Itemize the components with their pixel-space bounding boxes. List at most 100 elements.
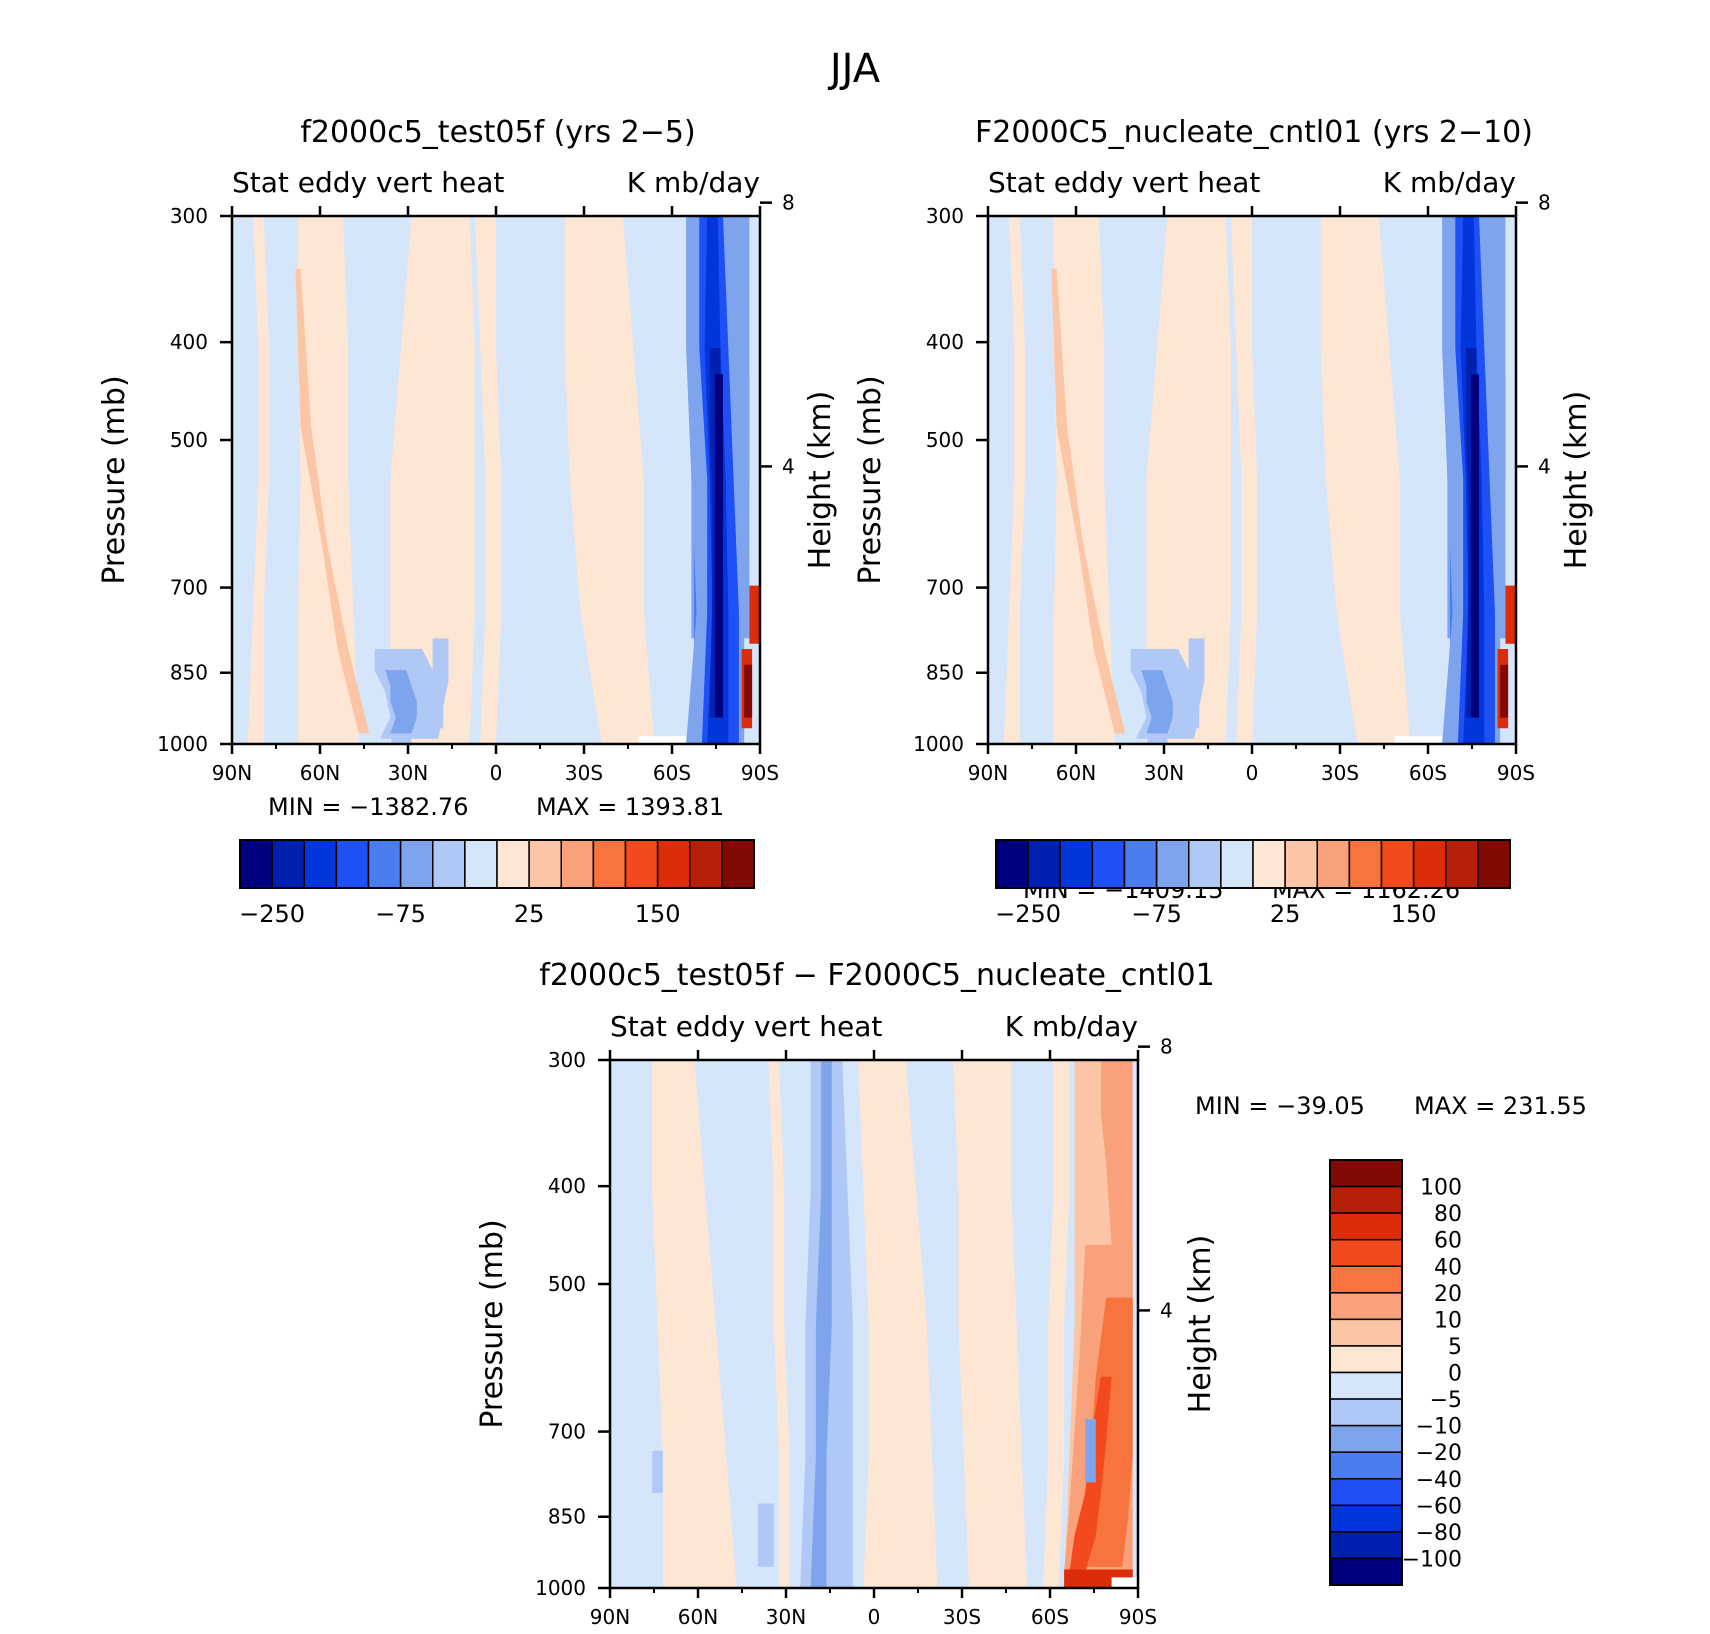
colorbar-cell xyxy=(496,839,530,889)
colorbar-cell xyxy=(1220,839,1254,889)
x-tick-label: 30N xyxy=(388,761,428,785)
colorbar-cell xyxy=(1329,1212,1403,1241)
colorbar-label: 25 xyxy=(514,900,545,928)
x-tick-label: 30N xyxy=(1144,761,1184,785)
colorbar-cell xyxy=(689,839,723,889)
contour-region xyxy=(810,1060,832,1588)
contour-region xyxy=(858,1060,938,1588)
contour-region xyxy=(1101,1060,1133,1324)
colorbar-cell xyxy=(1329,1292,1403,1321)
left-string: Stat eddy vert heat xyxy=(232,166,504,199)
y-tick-label: 700 xyxy=(548,1420,586,1444)
colorbar-label: 80 xyxy=(1434,1202,1462,1227)
colorbar-cell xyxy=(1329,1398,1403,1427)
contour-region xyxy=(1162,216,1231,744)
right-string: K mb/day xyxy=(1383,166,1516,199)
y-tick-label: 400 xyxy=(170,330,208,354)
y-tick-label: 400 xyxy=(926,330,964,354)
contour-region xyxy=(1471,374,1479,718)
y-tick-label: 1000 xyxy=(913,732,964,756)
colorbar-label: −10 xyxy=(1416,1415,1462,1440)
colorbar-label: −75 xyxy=(375,900,426,928)
y-tick-label: 1000 xyxy=(157,732,208,756)
x-tick-label: 60N xyxy=(300,761,340,785)
x-tick-label: 90S xyxy=(1119,1605,1157,1629)
colorbar-cell xyxy=(1329,1159,1403,1188)
colorbar-cell xyxy=(1329,1185,1403,1214)
contour-region xyxy=(295,268,370,734)
right-string: K mb/day xyxy=(1005,1010,1138,1043)
colorbar-cell xyxy=(1329,1424,1403,1453)
x-tick-label: 90N xyxy=(212,761,252,785)
x-tick-label: 60S xyxy=(653,761,691,785)
y2-axis-label: Height (km) xyxy=(1559,391,1594,570)
x-tick-label: 30S xyxy=(565,761,603,785)
y-tick-label: 300 xyxy=(170,204,208,228)
colorbar-cell xyxy=(1329,1531,1403,1560)
y2-tick-label: 4 xyxy=(1538,454,1551,478)
colorbar-label: 150 xyxy=(1391,900,1437,928)
y-tick-label: 700 xyxy=(170,576,208,600)
colorbar-label: −250 xyxy=(239,900,305,928)
panel-title: f2000c5_test05f − F2000C5_nucleate_cntl0… xyxy=(539,958,1214,993)
colorbar-cell xyxy=(1329,1345,1403,1374)
contour-region xyxy=(715,374,723,718)
colorbar-cell xyxy=(1059,839,1094,889)
colorbar-cell xyxy=(303,839,338,889)
panel-title: f2000c5_test05f (yrs 2−5) xyxy=(300,115,695,150)
left-string: Stat eddy vert heat xyxy=(988,166,1260,199)
x-tick-label: 90S xyxy=(741,761,779,785)
contour-region xyxy=(652,1060,737,1588)
colorbar-cell xyxy=(528,839,562,889)
colorbar-cell xyxy=(1329,1238,1403,1267)
x-tick-label: 60N xyxy=(678,1605,718,1629)
right-string: K mb/day xyxy=(627,166,760,199)
contour-region xyxy=(652,1450,663,1493)
y2-tick-label: 8 xyxy=(1538,191,1551,215)
colorbar-cell xyxy=(1316,839,1351,889)
colorbar-label: −80 xyxy=(1416,1521,1462,1546)
y-tick-label: 300 xyxy=(926,204,964,228)
contour-region xyxy=(1394,736,1443,744)
colorbar-cell xyxy=(592,839,627,889)
colorbar-cell xyxy=(624,839,659,889)
x-tick-label: 60N xyxy=(1056,761,1096,785)
y-axis-label: Pressure (mb) xyxy=(853,375,888,584)
colorbar-cell xyxy=(1155,839,1190,889)
contour-region xyxy=(953,1060,1028,1588)
contour-region xyxy=(406,216,475,744)
colorbar-cell xyxy=(1091,839,1126,889)
y2-tick-label: 8 xyxy=(782,191,795,215)
colorbar-label: 20 xyxy=(1434,1282,1462,1307)
colorbar-label: 60 xyxy=(1434,1229,1462,1254)
contour-region xyxy=(1067,216,1115,744)
colorbar-cell xyxy=(1329,1478,1403,1507)
colorbar-cell xyxy=(721,839,755,889)
y2-tick-label: 4 xyxy=(782,454,795,478)
y-tick-label: 500 xyxy=(548,1272,586,1296)
colorbar-cell xyxy=(1027,839,1061,889)
colorbar-cell xyxy=(1123,839,1158,889)
y-tick-label: 400 xyxy=(548,1174,586,1198)
contour-region xyxy=(1051,268,1126,734)
colorbar-label: 10 xyxy=(1434,1308,1462,1333)
colorbar-label: −60 xyxy=(1416,1494,1462,1519)
y-axis-label: Pressure (mb) xyxy=(97,375,132,584)
colorbar-label: −20 xyxy=(1416,1441,1462,1466)
y2-tick-label: 8 xyxy=(1160,1035,1173,1059)
colorbar-cell xyxy=(1252,839,1286,889)
panel-title: F2000C5_nucleate_cntl01 (yrs 2−10) xyxy=(975,115,1533,150)
colorbar-frame xyxy=(995,839,1511,889)
x-tick-label: 90N xyxy=(590,1605,630,1629)
y2-tick-label: 4 xyxy=(1160,1298,1173,1322)
y2-axis-label: Height (km) xyxy=(803,391,838,570)
colorbar-frame xyxy=(1329,1159,1403,1586)
y-tick-label: 700 xyxy=(926,576,964,600)
colorbar-label: −100 xyxy=(1402,1547,1462,1572)
contour-region xyxy=(564,216,655,744)
colorbar-cell xyxy=(1284,839,1318,889)
colorbar-cell xyxy=(1412,839,1447,889)
colorbar-cell xyxy=(1348,839,1383,889)
contour-region xyxy=(768,1060,790,1588)
